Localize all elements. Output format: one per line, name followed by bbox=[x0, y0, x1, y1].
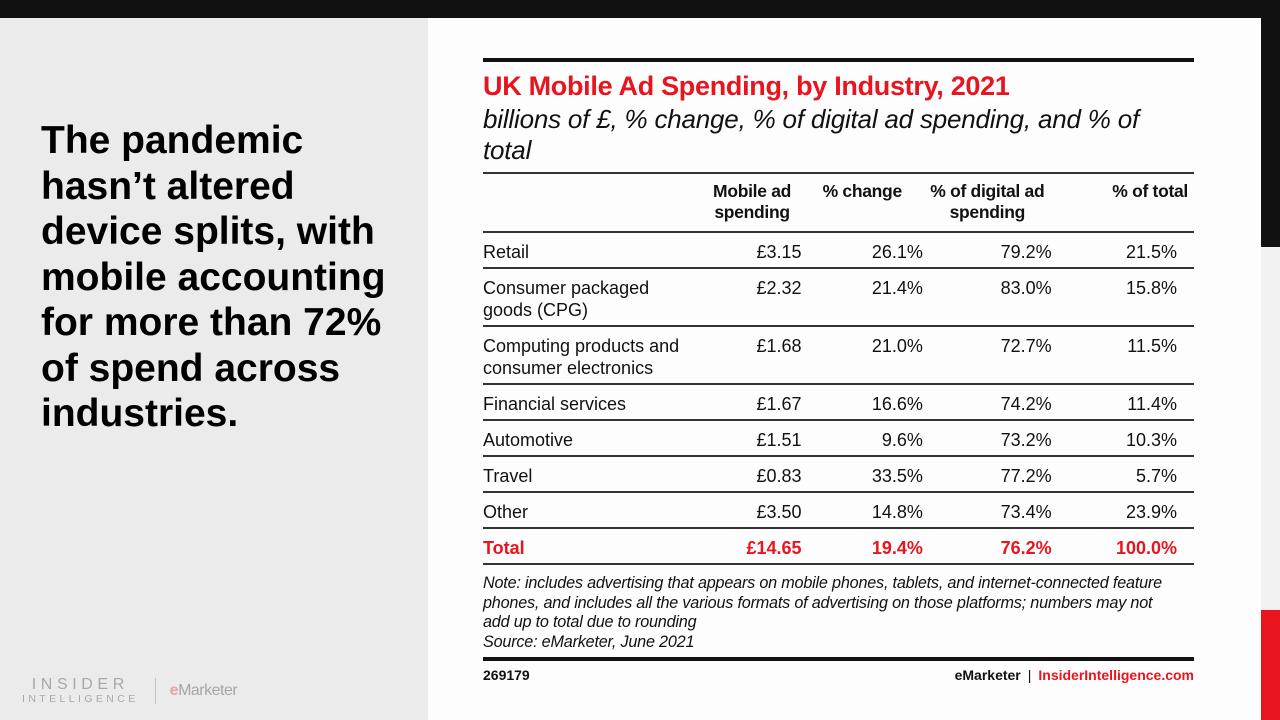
industry-cell: Computing products and consumer electron… bbox=[483, 336, 680, 378]
logo-divider bbox=[154, 678, 156, 704]
table-row: Other £3.50 14.8% 73.4% 23.9% bbox=[483, 492, 1194, 528]
pct-total-cell: 100.0% bbox=[1115, 538, 1177, 558]
footer-brand: eMarketer bbox=[954, 667, 1021, 683]
emarketer-logo: eMarketer bbox=[170, 682, 238, 700]
mobile-ad-spending-cell: £14.65 bbox=[746, 538, 802, 558]
table-row: Travel £0.83 33.5% 77.2% 5.7% bbox=[483, 456, 1194, 492]
pct-digital-cell: 76.2% bbox=[1000, 538, 1052, 558]
pct-digital-cell: 72.7% bbox=[1000, 336, 1052, 356]
table-row: Consumer packaged goods (CPG) £2.32 21.4% 8… bbox=[483, 268, 1194, 326]
mobile-ad-spending-cell: £1.51 bbox=[756, 430, 802, 450]
subtitle-rule bbox=[483, 172, 1194, 174]
pct-total-cell: 11.5% bbox=[1127, 336, 1177, 356]
table-row: Retail £3.15 26.1% 79.2% 21.5% bbox=[483, 232, 1194, 268]
emarketer-text: Marketer bbox=[178, 682, 238, 699]
industry-cell: Total bbox=[483, 538, 525, 558]
pct-change-cell: 16.6% bbox=[871, 394, 923, 414]
header-row: Mobile ad spending % change % of digital… bbox=[483, 174, 1194, 232]
industry-cell: Financial services bbox=[483, 394, 627, 414]
header-pct-total: % of total bbox=[1112, 181, 1188, 201]
chart-note: Note: includes advertising that appears … bbox=[483, 574, 1194, 652]
header-mobile-ad-spending: Mobile ad spending bbox=[713, 181, 792, 222]
pct-change-cell: 21.4% bbox=[871, 278, 923, 298]
pct-change-cell: 9.6% bbox=[881, 430, 923, 450]
table-row: Automotive £1.51 9.6% 73.2% 10.3% bbox=[483, 420, 1194, 456]
data-table: Mobile ad spending % change % of digital… bbox=[483, 174, 1194, 565]
pct-digital-cell: 73.4% bbox=[1000, 502, 1052, 522]
edge-strip-gray-lower bbox=[1261, 443, 1280, 610]
pct-total-cell: 10.3% bbox=[1125, 430, 1177, 450]
chart-footer: 269179 eMarketer | InsiderIntelligence.com bbox=[483, 667, 1194, 683]
bottom-rule bbox=[483, 657, 1194, 661]
footer-separator: | bbox=[1027, 667, 1032, 683]
header-pct-change: % change bbox=[822, 181, 903, 201]
pct-digital-cell: 83.0% bbox=[1000, 278, 1052, 298]
top-bar bbox=[0, 0, 1280, 18]
right-panel bbox=[428, 18, 1261, 720]
industry-cell: Other bbox=[483, 502, 529, 522]
left-panel: The pandemic hasn’t altered device split… bbox=[0, 18, 428, 720]
top-rule bbox=[483, 58, 1194, 62]
pct-digital-cell: 79.2% bbox=[1000, 242, 1052, 262]
logo-insider-text: INSIDER bbox=[31, 676, 129, 693]
mobile-ad-spending-cell: £2.32 bbox=[756, 278, 802, 298]
pct-total-cell: 23.9% bbox=[1125, 502, 1177, 522]
pct-digital-cell: 73.2% bbox=[1000, 430, 1052, 450]
mobile-ad-spending-cell: £3.15 bbox=[756, 242, 802, 262]
chart-title: UK Mobile Ad Spending, by Industry, 2021 bbox=[483, 71, 1010, 101]
source-text: Source: eMarketer, June 2021 bbox=[483, 632, 695, 651]
insider-intelligence-logo: INSIDER INTELLIGENCE eMarketer bbox=[22, 674, 238, 708]
pct-digital-cell: 74.2% bbox=[1000, 394, 1052, 414]
emarketer-e: e bbox=[169, 682, 179, 699]
industry-cell: Automotive bbox=[483, 430, 574, 450]
chart-subtitle: billions of £, % change, % of digital ad… bbox=[483, 104, 1139, 165]
chart-card: UK Mobile Ad Spending, by Industry, 2021… bbox=[483, 58, 1194, 683]
pct-change-cell: 21.0% bbox=[871, 336, 923, 356]
header-industry bbox=[483, 174, 703, 232]
industry-cell: Travel bbox=[483, 466, 533, 486]
logo-intelligence-text: INTELLIGENCE bbox=[22, 693, 139, 705]
pct-change-cell: 19.4% bbox=[871, 538, 923, 558]
chart-id: 269179 bbox=[483, 667, 530, 683]
pct-digital-cell: 77.2% bbox=[1000, 466, 1052, 486]
footer-credits: eMarketer | InsiderIntelligence.com bbox=[955, 667, 1194, 683]
pct-total-cell: 15.8% bbox=[1125, 278, 1177, 298]
header-pct-digital: % of digital ad spending bbox=[930, 181, 1045, 222]
pct-total-cell: 11.4% bbox=[1127, 394, 1177, 414]
edge-strip-gray bbox=[1261, 247, 1280, 443]
footer-site-link[interactable]: InsiderIntelligence.com bbox=[1038, 667, 1194, 683]
insider-intelligence-wordmark: INSIDER INTELLIGENCE bbox=[22, 676, 139, 706]
pct-change-cell: 33.5% bbox=[871, 466, 923, 486]
pct-total-cell: 21.5% bbox=[1125, 242, 1177, 262]
pct-change-cell: 26.1% bbox=[871, 242, 923, 262]
pct-change-cell: 14.8% bbox=[871, 502, 923, 522]
table-row: Computing products and consumer electron… bbox=[483, 326, 1194, 384]
note-text: Note: includes advertising that appears … bbox=[483, 574, 1162, 631]
table-row: Financial services £1.67 16.6% 74.2% 11.4% bbox=[483, 384, 1194, 420]
mobile-ad-spending-cell: £1.67 bbox=[756, 394, 802, 414]
total-row: Total £14.65 19.4% 76.2% 100.0% bbox=[483, 528, 1194, 564]
industry-cell: Consumer packaged goods (CPG) bbox=[483, 278, 650, 320]
headline: The pandemic hasn’t altered device split… bbox=[41, 119, 386, 435]
mobile-ad-spending-cell: £3.50 bbox=[756, 502, 802, 522]
pct-total-cell: 5.7% bbox=[1135, 466, 1177, 486]
mobile-ad-spending-cell: £1.68 bbox=[756, 336, 802, 356]
industry-cell: Retail bbox=[483, 242, 530, 262]
mobile-ad-spending-cell: £0.83 bbox=[756, 466, 802, 486]
edge-strip-red bbox=[1261, 610, 1280, 720]
